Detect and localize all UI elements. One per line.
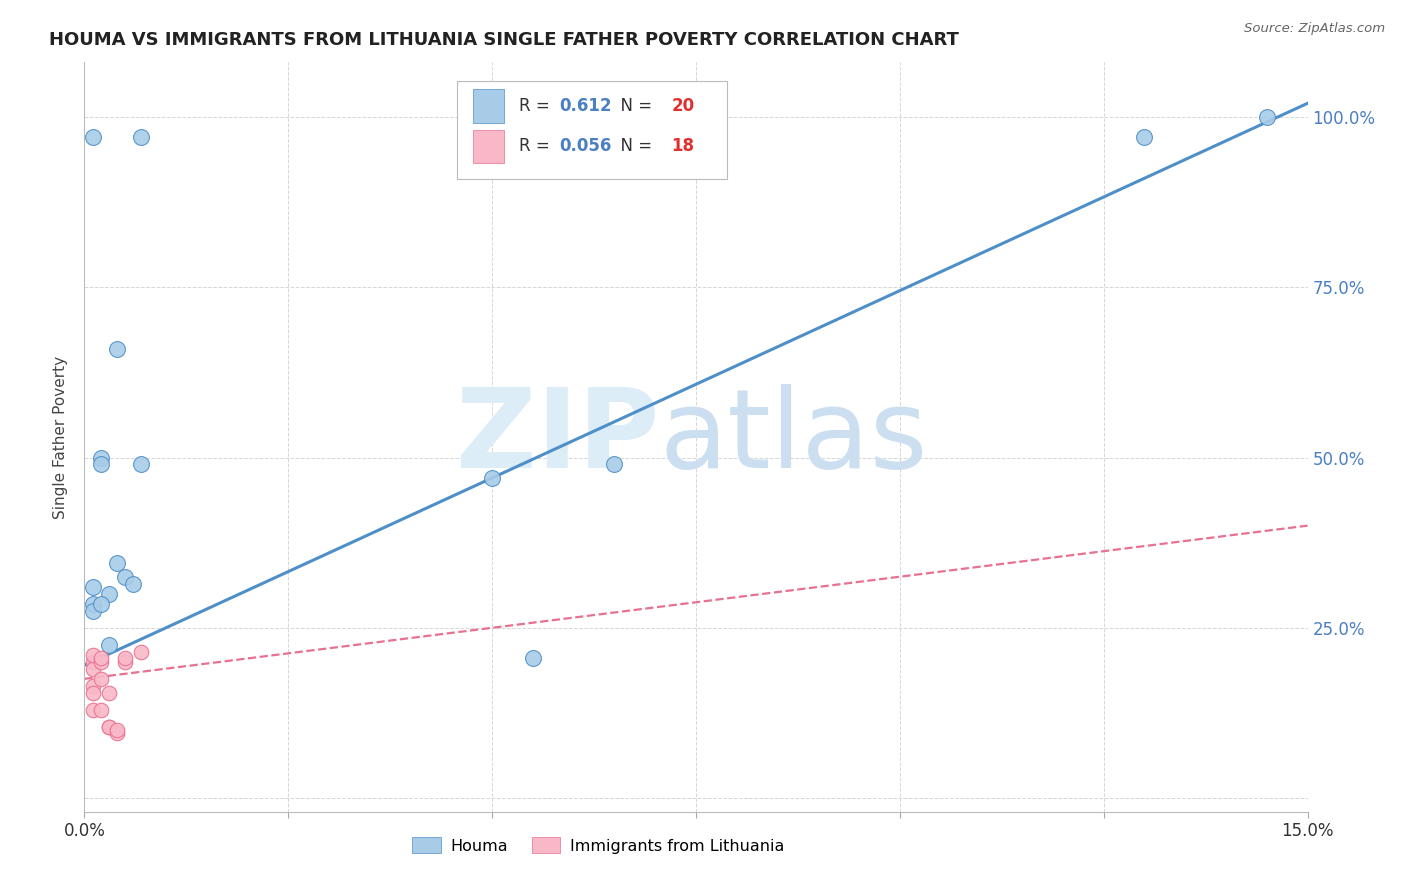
Text: 18: 18 xyxy=(672,137,695,155)
Point xyxy=(1133,130,1156,145)
Text: ZIP: ZIP xyxy=(456,384,659,491)
Point xyxy=(522,651,544,665)
Text: atlas: atlas xyxy=(659,384,928,491)
Point xyxy=(82,685,104,699)
Text: N =: N = xyxy=(610,97,658,115)
Point xyxy=(122,576,145,591)
Point xyxy=(97,720,120,734)
Point xyxy=(82,679,104,693)
Point xyxy=(105,723,128,737)
Point xyxy=(90,655,112,669)
Point xyxy=(481,471,503,485)
Point xyxy=(82,604,104,618)
Point xyxy=(82,597,104,611)
Point xyxy=(105,556,128,570)
Point xyxy=(97,685,120,699)
FancyBboxPatch shape xyxy=(474,129,503,163)
Point xyxy=(82,655,104,669)
Point xyxy=(131,458,153,472)
Text: N =: N = xyxy=(610,137,658,155)
Point xyxy=(82,130,104,145)
Point xyxy=(97,720,120,734)
Legend: Houma, Immigrants from Lithuania: Houma, Immigrants from Lithuania xyxy=(405,830,790,860)
Point xyxy=(105,726,128,740)
Text: R =: R = xyxy=(519,137,554,155)
Point xyxy=(82,648,104,662)
Point xyxy=(90,597,112,611)
Point xyxy=(603,458,626,472)
FancyBboxPatch shape xyxy=(457,81,727,178)
Text: R =: R = xyxy=(519,97,554,115)
Point xyxy=(90,651,112,665)
Point xyxy=(114,570,136,584)
Text: Source: ZipAtlas.com: Source: ZipAtlas.com xyxy=(1244,22,1385,36)
Point xyxy=(90,458,112,472)
Point xyxy=(114,651,136,665)
Point xyxy=(90,450,112,465)
Point xyxy=(82,702,104,716)
Point xyxy=(1256,110,1278,124)
Point xyxy=(114,655,136,669)
FancyBboxPatch shape xyxy=(474,89,503,123)
Y-axis label: Single Father Poverty: Single Father Poverty xyxy=(53,356,69,518)
Point xyxy=(97,587,120,601)
Point xyxy=(131,645,153,659)
Text: 20: 20 xyxy=(672,97,695,115)
Point xyxy=(82,580,104,594)
Point xyxy=(82,662,104,676)
Point xyxy=(90,672,112,686)
Text: 0.612: 0.612 xyxy=(560,97,612,115)
Text: 0.056: 0.056 xyxy=(560,137,612,155)
Point xyxy=(131,130,153,145)
Text: HOUMA VS IMMIGRANTS FROM LITHUANIA SINGLE FATHER POVERTY CORRELATION CHART: HOUMA VS IMMIGRANTS FROM LITHUANIA SINGL… xyxy=(49,31,959,49)
Point xyxy=(90,702,112,716)
Point xyxy=(105,342,128,356)
Point xyxy=(97,638,120,652)
